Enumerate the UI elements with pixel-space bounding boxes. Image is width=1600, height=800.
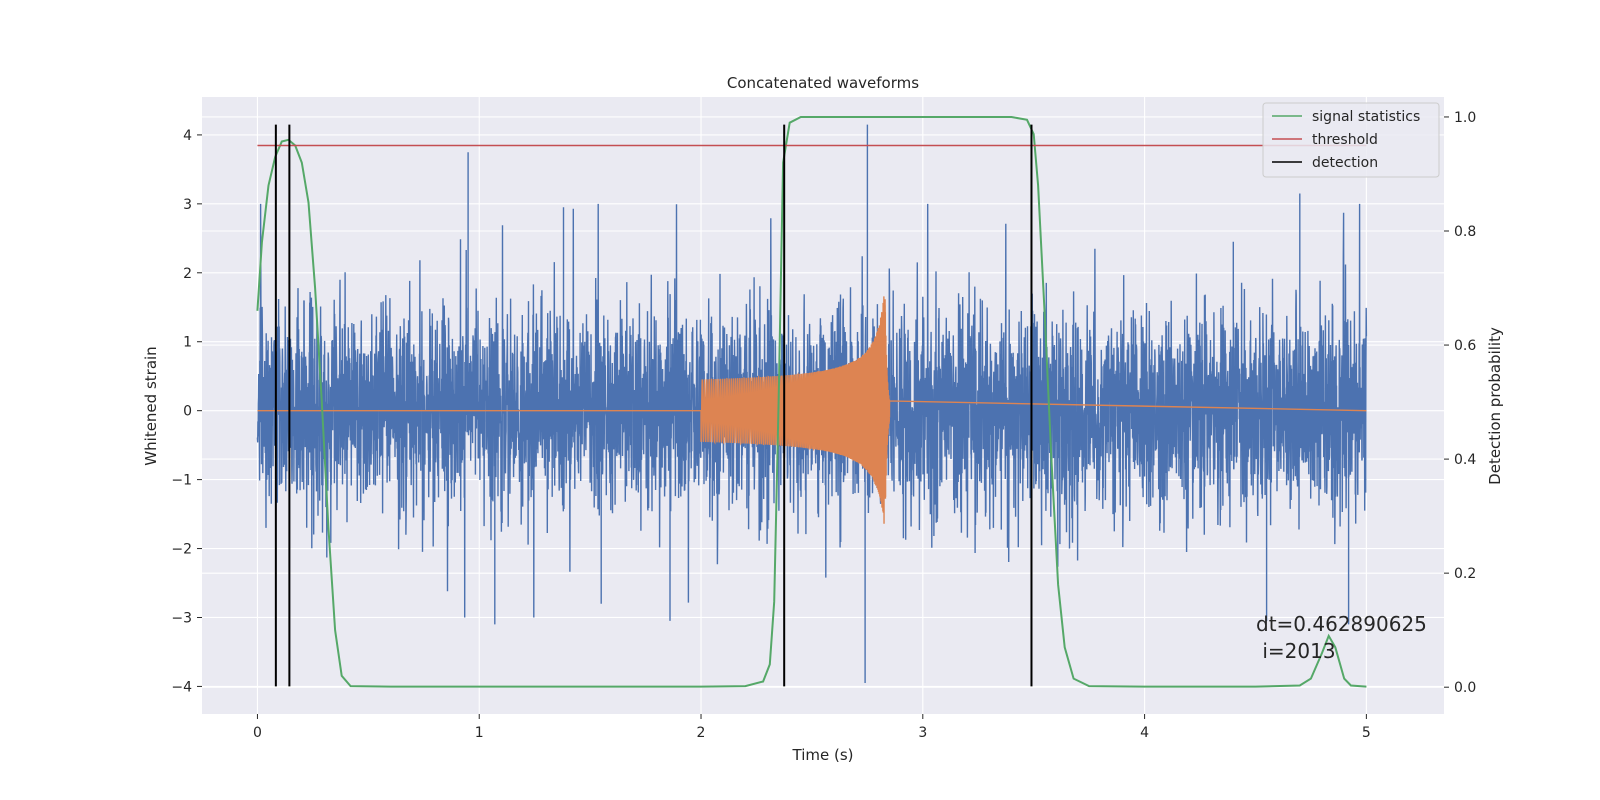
legend: signal statistics threshold detection (1262, 102, 1440, 178)
legend-box (1262, 102, 1440, 178)
y2-tick-label: 0.2 (1454, 566, 1476, 582)
template-series (257, 296, 1367, 524)
y2-tick-label: 0.6 (1454, 338, 1476, 354)
y-tick-label: 0 (183, 404, 192, 420)
legend-label-signal: signal statistics (1312, 109, 1420, 125)
y-tick-label: 2 (183, 266, 192, 282)
annotation-index: i=2013 (1256, 639, 1336, 663)
x-tick-label: 5 (1362, 725, 1371, 741)
template-line (257, 296, 1367, 524)
y-tick-label: −4 (171, 679, 192, 695)
y-tick-label: −3 (171, 610, 192, 626)
y-tick-label: −2 (171, 542, 192, 558)
legend-label-threshold: threshold (1312, 132, 1378, 148)
legend-label-detection: detection (1312, 155, 1378, 171)
y2-tick-label: 1.0 (1454, 110, 1476, 126)
x-tick-label: 2 (697, 725, 706, 741)
x-tick-label: 4 (1140, 725, 1149, 741)
y-axis-label: Whitened strain (142, 346, 160, 465)
x-tick-label: 3 (918, 725, 927, 741)
chart-title: Concatenated waveforms (727, 74, 919, 92)
signal-statistics-series (256, 116, 1367, 688)
detection-series (274, 124, 1033, 687)
x-tick-label: 0 (253, 725, 262, 741)
x-tick-label: 1 (475, 725, 484, 741)
y-tick-label: 1 (183, 335, 192, 351)
y-tick-label: 3 (183, 197, 192, 213)
y2-tick-label: 0.4 (1454, 452, 1476, 468)
ticks: 0 1 2 3 4 5 −4 −3 −2 −1 0 1 2 3 4 0.0 0.2 0.4 0.6 0.8 1.0 (171, 110, 1476, 741)
annotation-dt: dt=0.462890625 (1256, 612, 1427, 636)
y-tick-label: 4 (183, 128, 192, 144)
x-axis-label: Time (s) (792, 746, 854, 764)
y-tick-label: −1 (171, 473, 192, 489)
signal-statistics-line (256, 116, 1367, 688)
y2-axis-label: Detection probability (1486, 327, 1504, 485)
y2-tick-label: 0.0 (1454, 680, 1476, 696)
y2-tick-label: 0.8 (1454, 224, 1476, 240)
